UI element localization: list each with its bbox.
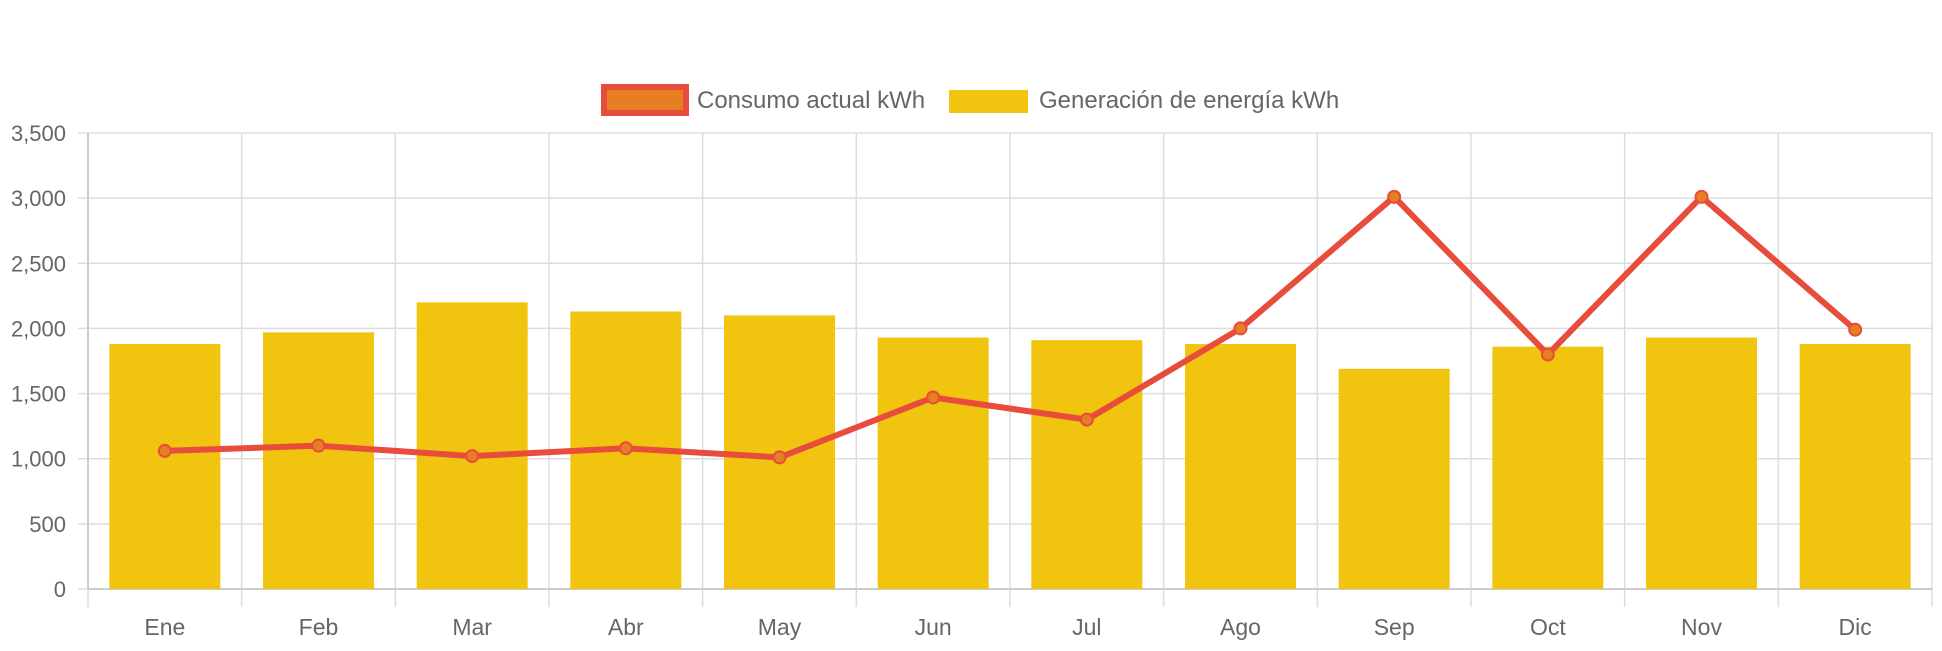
- bar-oct[interactable]: [1492, 346, 1604, 589]
- bar-mar[interactable]: [416, 302, 528, 589]
- point-feb[interactable]: [311, 438, 326, 453]
- x-tick-label: Jul: [1072, 614, 1101, 640]
- grid: [78, 132, 1933, 607]
- point-dic[interactable]: [1848, 322, 1863, 337]
- consumo-line: [164, 193, 1858, 461]
- y-tick-label: 1,000: [11, 447, 66, 472]
- bar-jun[interactable]: [877, 337, 989, 589]
- point-ago[interactable]: [1233, 321, 1248, 336]
- legend-swatch-consumo[interactable]: [601, 84, 689, 116]
- y-axis: 0 500 1,000 1,500 2,000 2,500 3,000 3,500: [11, 121, 66, 602]
- point-jun[interactable]: [926, 390, 941, 405]
- x-tick-label: Abr: [608, 614, 644, 640]
- y-tick-label: 3,500: [11, 121, 66, 146]
- y-tick-label: 500: [29, 512, 66, 537]
- y-tick-label: 1,500: [11, 382, 66, 407]
- bar-dic[interactable]: [1799, 344, 1911, 589]
- bar-jul[interactable]: [1031, 340, 1143, 589]
- x-axis: Ene Feb Mar Abr May Jun Jul Ago Sep Oct Nov Dic: [144, 614, 1871, 640]
- bar-nov[interactable]: [1646, 337, 1757, 589]
- x-tick-label: Nov: [1681, 614, 1722, 640]
- bar-sep[interactable]: [1338, 368, 1450, 589]
- y-tick-label: 2,000: [11, 316, 66, 341]
- x-tick-label: Ene: [144, 614, 185, 640]
- x-tick-label: Ago: [1220, 614, 1261, 640]
- line-series: [157, 189, 1863, 465]
- legend-swatch-generacion[interactable]: [949, 90, 1028, 113]
- point-ene[interactable]: [157, 443, 172, 458]
- legend: Consumo actual kWh Generación de energía…: [601, 84, 1339, 116]
- x-tick-label: Feb: [299, 614, 339, 640]
- point-mar[interactable]: [465, 449, 480, 464]
- bar-ago[interactable]: [1185, 344, 1296, 589]
- y-tick-label: 0: [54, 577, 66, 602]
- point-may[interactable]: [772, 450, 787, 465]
- x-tick-label: Sep: [1374, 614, 1415, 640]
- bar-series: [109, 302, 1911, 589]
- point-oct[interactable]: [1540, 347, 1555, 362]
- y-tick-label: 3,000: [11, 186, 66, 211]
- x-tick-label: Jun: [915, 614, 952, 640]
- point-abr[interactable]: [618, 441, 633, 456]
- legend-label-consumo: Consumo actual kWh: [697, 87, 925, 114]
- point-sep[interactable]: [1387, 189, 1402, 204]
- y-tick-label: 2,500: [11, 251, 66, 276]
- x-tick-label: Mar: [452, 614, 492, 640]
- legend-label-generacion: Generación de energía kWh: [1039, 87, 1339, 114]
- point-jul[interactable]: [1079, 412, 1094, 427]
- x-tick-label: Dic: [1839, 614, 1872, 640]
- point-nov[interactable]: [1694, 189, 1709, 204]
- bar-ene[interactable]: [109, 344, 221, 589]
- bar-feb[interactable]: [263, 332, 374, 589]
- x-tick-label: May: [758, 614, 802, 640]
- x-tick-label: Oct: [1530, 614, 1566, 640]
